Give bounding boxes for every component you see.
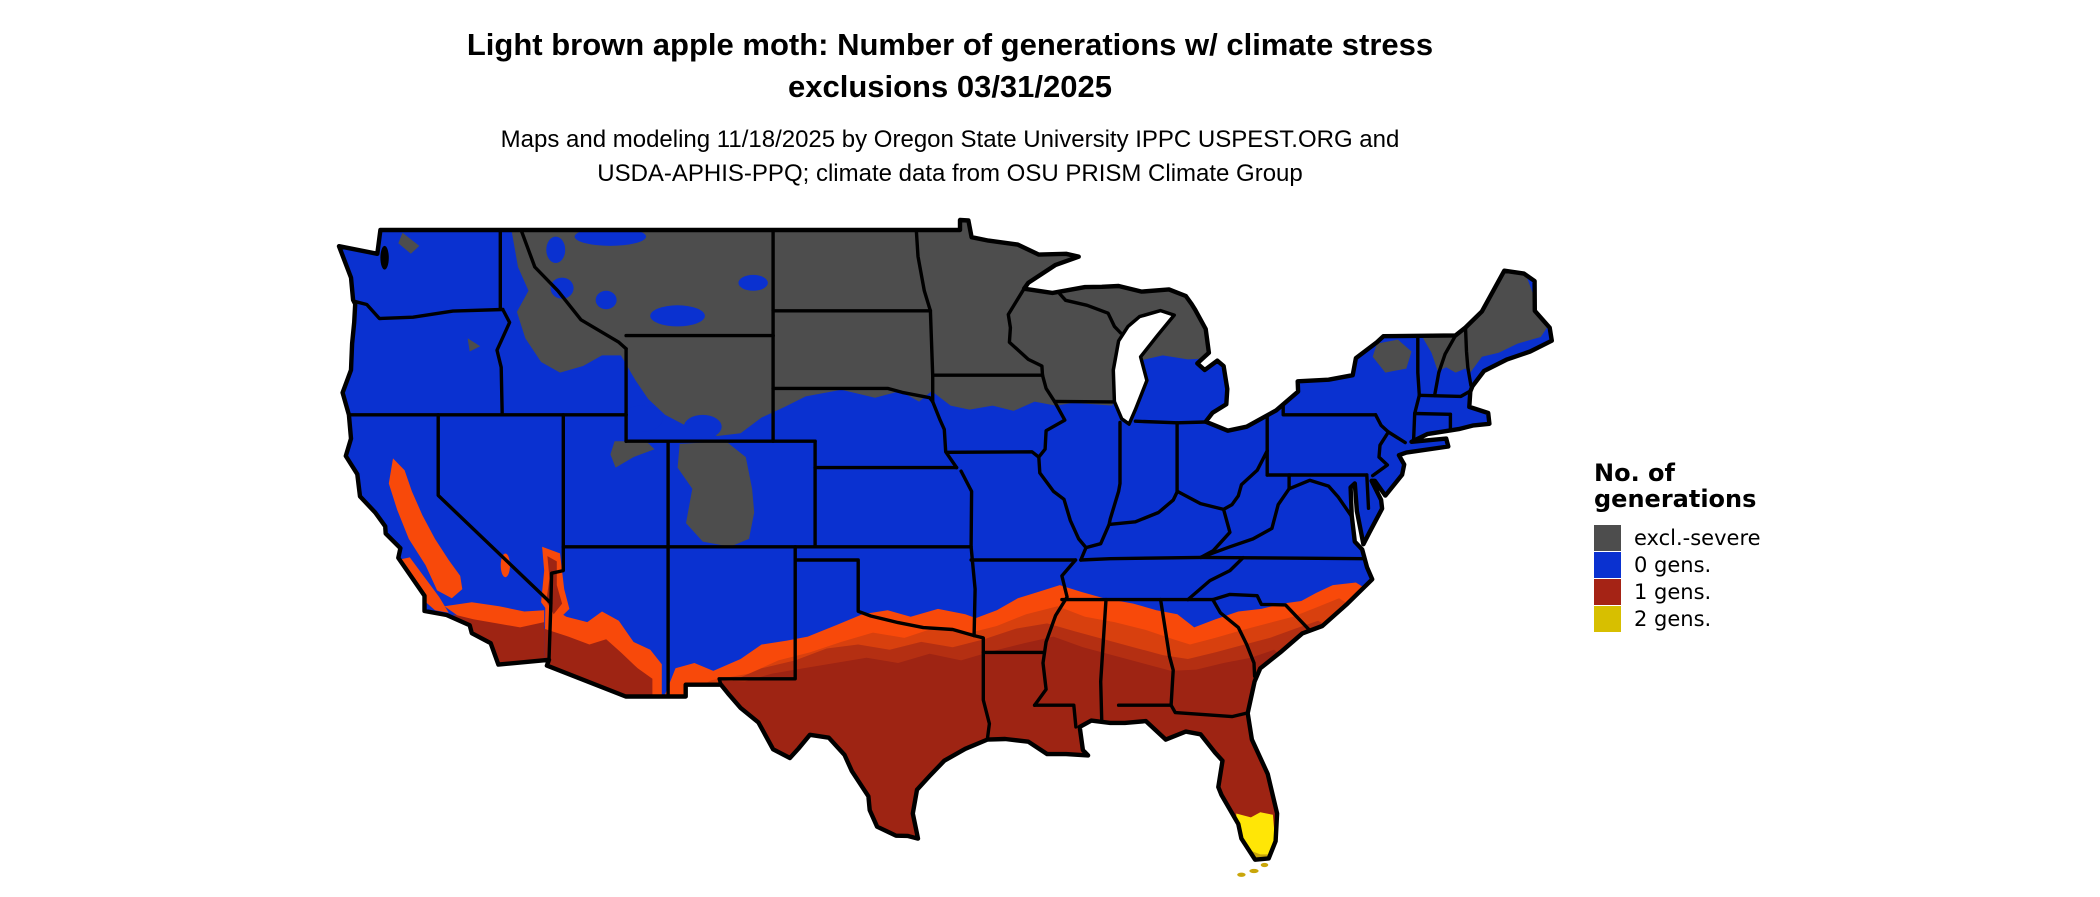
header: Light brown apple moth: Number of genera… [330,24,1570,191]
legend-swatch-0-gens [1594,551,1621,578]
legend-title: No. of generations [1594,460,1761,512]
legend-item-2-gens: 2 gens. [1594,605,1761,632]
page-subtitle: Maps and modeling 11/18/2025 by Oregon S… [330,123,1570,191]
legend-swatch-1-gens [1594,578,1621,605]
title-line-2: exclusions 03/31/2025 [787,69,1112,104]
title-line-1: Light brown apple moth: Number of genera… [466,27,1434,62]
legend-item-0-gens: 0 gens. [1594,551,1761,578]
legend-item-excl-severe: excl.-severe [1594,524,1761,551]
page-title: Light brown apple moth: Number of genera… [330,24,1570,108]
legend-swatch-2-gens [1594,605,1621,632]
legend-swatch-excl-severe [1594,524,1621,551]
legend-title-line-2: generations [1594,485,1757,513]
legend: No. of generations excl.-severe 0 gens. … [1594,460,1761,632]
legend-label-1-gens: 1 gens. [1634,579,1712,604]
subtitle-line-2: USDA-APHIS-PPQ; climate data from OSU PR… [597,160,1303,187]
legend-title-line-1: No. of [1594,459,1675,487]
legend-label-2-gens: 2 gens. [1634,606,1712,631]
us-map [336,217,1554,877]
subtitle-line-1: Maps and modeling 11/18/2025 by Oregon S… [500,126,1400,153]
legend-label-excl-severe: excl.-severe [1634,525,1761,550]
legend-item-1-gens: 1 gens. [1594,578,1761,605]
us-map-container [330,215,1570,892]
legend-label-0-gens: 0 gens. [1634,552,1712,577]
